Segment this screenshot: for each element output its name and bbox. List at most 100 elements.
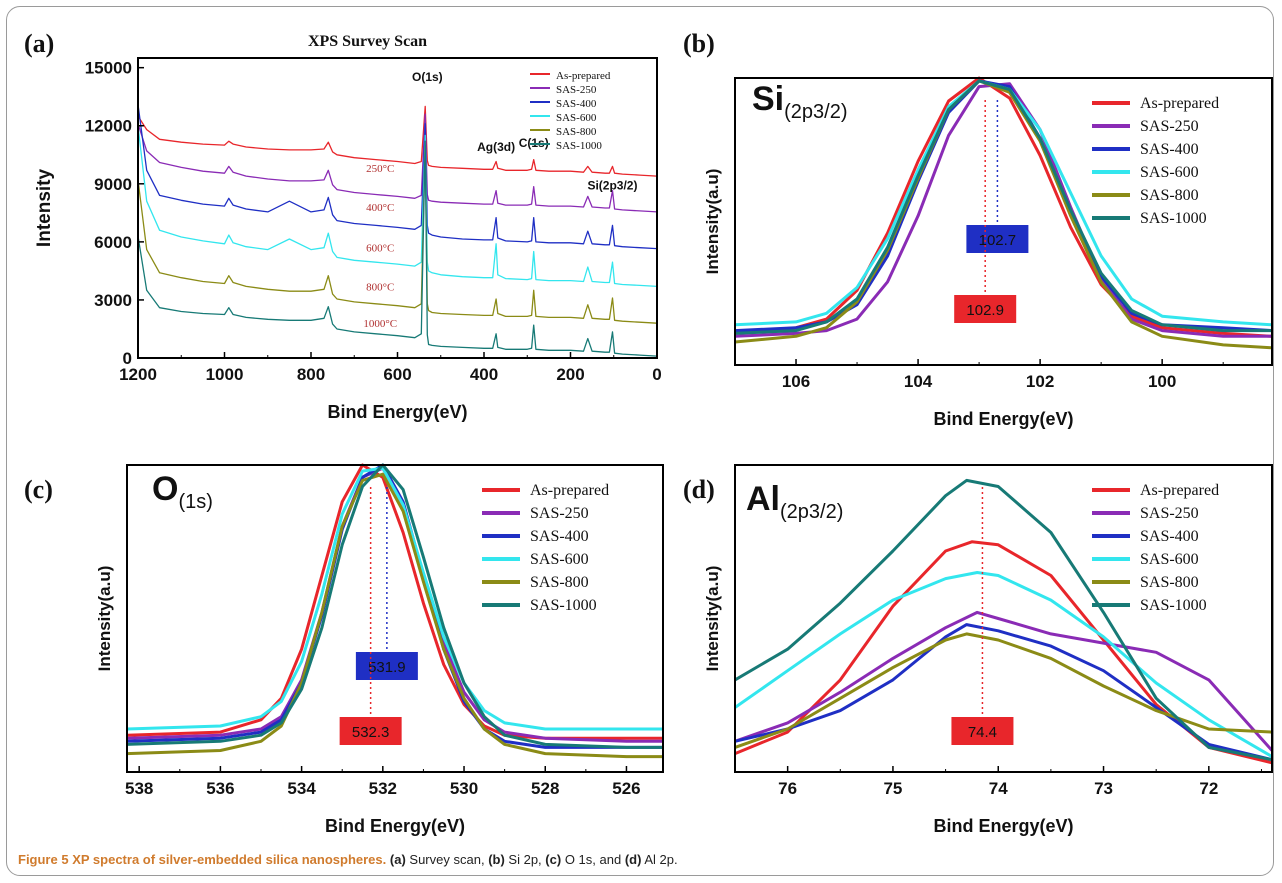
y-tick-label-a-0: 0 <box>123 349 132 368</box>
temp-label-a-4: 1000°C <box>363 318 397 330</box>
series-line-a-sas-600 <box>137 125 658 288</box>
caption-title: XP spectra of silver-embedded silica nan… <box>72 852 387 867</box>
legend-label-b-5: SAS-1000 <box>1140 210 1207 227</box>
series-line-b-sas-1000 <box>734 79 1272 335</box>
x-tick-label-b-1: 104 <box>904 372 933 391</box>
x-tick-label-a-6: 0 <box>652 365 661 384</box>
series-line-a-as-prepared <box>137 105 658 177</box>
x-tick-label-b-2: 102 <box>1026 372 1054 391</box>
x-tick-label-d-0: 76 <box>778 779 797 798</box>
y-tick-label-a-3: 9000 <box>94 175 132 194</box>
x-tick-label-c-2: 534 <box>287 779 316 798</box>
x-tick-label-c-3: 532 <box>369 779 397 798</box>
annotation-label-c-0: 531.9 <box>368 659 406 676</box>
panel-label-c: (c) <box>24 475 53 504</box>
annotation-box-b-0 <box>966 225 1029 253</box>
legend-label-d-0: As-prepared <box>1140 482 1219 499</box>
legend-label-b-0: As-prepared <box>1140 95 1219 112</box>
annotation-box-c-0 <box>355 652 418 680</box>
x-tick-label-a-3: 600 <box>383 365 411 384</box>
temp-label-a-3: 800°C <box>366 281 394 293</box>
x-tick-label-c-4: 530 <box>450 779 478 798</box>
panel-d: (d) 76 75 74 73 72 Bind Energy(eV) Intensity(a.… <box>683 464 1274 836</box>
y-axis-label-a: Intensity <box>34 169 55 248</box>
legend-label-b-4: SAS-800 <box>1140 187 1199 204</box>
annotation-label-b-1: 102.9 <box>966 302 1004 319</box>
chart-title-c: O(1s) <box>152 470 213 513</box>
panel-a: (a) XPS Survey Scan 1200 1000 800 600 400 200 0 0… <box>24 29 662 422</box>
legend-label-d-1: SAS-250 <box>1140 505 1199 522</box>
x-tick-label-d-1: 75 <box>883 779 902 798</box>
chart-title-d: Al(2p3/2) <box>746 480 843 523</box>
annotation-box-d-0 <box>951 717 1014 745</box>
title-element-c: O <box>152 470 178 508</box>
chart-title-a: XPS Survey Scan <box>308 33 427 50</box>
title-orbital-d: (2p3/2) <box>780 501 843 523</box>
legend-label-c-4: SAS-800 <box>530 574 589 591</box>
peak-label-a-0: O(1s) <box>412 70 443 84</box>
legend-label-b-2: SAS-400 <box>1140 141 1199 158</box>
temp-label-a-0: 250°C <box>366 163 394 175</box>
caption-text-c: O 1s, and <box>564 852 622 867</box>
x-tick-label-a-5: 200 <box>556 365 584 384</box>
series-line-d-sas-250 <box>734 610 1274 752</box>
y-axis-label-b: Intensity(a.u) <box>703 169 722 275</box>
plot-frame-b <box>734 77 1273 366</box>
y-tick-label-a-1: 3000 <box>94 291 132 310</box>
x-tick-label-a-1: 1000 <box>206 365 244 384</box>
y-axis-label-d: Intensity(a.u) <box>703 566 722 672</box>
legend-label-a-2: SAS-400 <box>556 98 597 110</box>
x-tick-label-a-2: 800 <box>297 365 325 384</box>
annotation-box-c-1 <box>339 717 402 745</box>
x-tick-label-c-6: 526 <box>612 779 640 798</box>
panel-label-d: (d) <box>683 475 715 504</box>
legend-label-c-1: SAS-250 <box>530 505 589 522</box>
panel-b: (b) 106 104 102 100 Bind Energy(eV) Intensity(… <box>683 29 1273 429</box>
legend-label-d-4: SAS-800 <box>1140 574 1199 591</box>
y-tick-label-a-4: 12000 <box>85 117 132 136</box>
x-tick-label-d-3: 73 <box>1094 779 1113 798</box>
x-tick-label-b-0: 106 <box>782 372 810 391</box>
caption-tag-b: (b) <box>488 852 505 867</box>
peak-label-a-3: Si(2p3/2) <box>587 179 637 193</box>
temp-label-a-1: 400°C <box>366 202 394 214</box>
peak-label-a-1: Ag(3d) <box>477 140 515 154</box>
y-tick-label-a-5: 15000 <box>85 59 132 78</box>
annotation-box-b-1 <box>954 295 1017 323</box>
x-tick-label-a-0: 1200 <box>119 365 157 384</box>
legend-label-b-1: SAS-250 <box>1140 118 1199 135</box>
legend-label-a-0: As-prepared <box>556 70 611 82</box>
x-tick-label-c-5: 528 <box>531 779 559 798</box>
series-line-a-sas-250 <box>137 113 658 213</box>
series-line-d-sas-600 <box>734 571 1273 758</box>
x-tick-label-d-2: 74 <box>989 779 1008 798</box>
legend-label-a-1: SAS-250 <box>556 84 597 96</box>
series-line-a-sas-800 <box>137 144 658 324</box>
x-tick-label-c-0: 538 <box>125 779 153 798</box>
title-orbital-b: (2p3/2) <box>784 101 847 123</box>
legend-label-d-3: SAS-600 <box>1140 551 1199 568</box>
temp-label-a-2: 600°C <box>366 243 394 255</box>
plot-frame-c <box>126 464 664 773</box>
annotation-label-c-1: 532.3 <box>352 724 390 741</box>
figure-caption: Figure 5 XP spectra of silver-embedded s… <box>18 852 1258 867</box>
x-tick-label-c-1: 536 <box>206 779 234 798</box>
x-tick-label-b-3: 100 <box>1148 372 1176 391</box>
x-tick-label-d-4: 72 <box>1199 779 1218 798</box>
caption-head: Figure 5 <box>18 852 69 867</box>
series-line-c-sas-1000 <box>126 463 663 749</box>
chart-title-b: Si(2p3/2) <box>752 80 848 123</box>
caption-tag-c: (c) <box>545 852 562 867</box>
legend-label-b-3: SAS-600 <box>1140 164 1199 181</box>
series-line-d-sas-1000 <box>734 478 1273 762</box>
title-element-b: Si <box>752 80 784 118</box>
x-axis-label-d: Bind Energy(eV) <box>933 816 1073 836</box>
plot-frame-d <box>734 464 1273 773</box>
caption-tag-a: (a) <box>389 852 406 867</box>
legend-label-d-5: SAS-1000 <box>1140 597 1207 614</box>
caption-text-b: Si 2p, <box>508 852 542 867</box>
series-line-d-as-prepared <box>734 540 1273 765</box>
caption-text-d: Al 2p. <box>644 852 678 867</box>
legend-label-c-2: SAS-400 <box>530 528 589 545</box>
series-line-d-sas-800 <box>734 632 1273 749</box>
